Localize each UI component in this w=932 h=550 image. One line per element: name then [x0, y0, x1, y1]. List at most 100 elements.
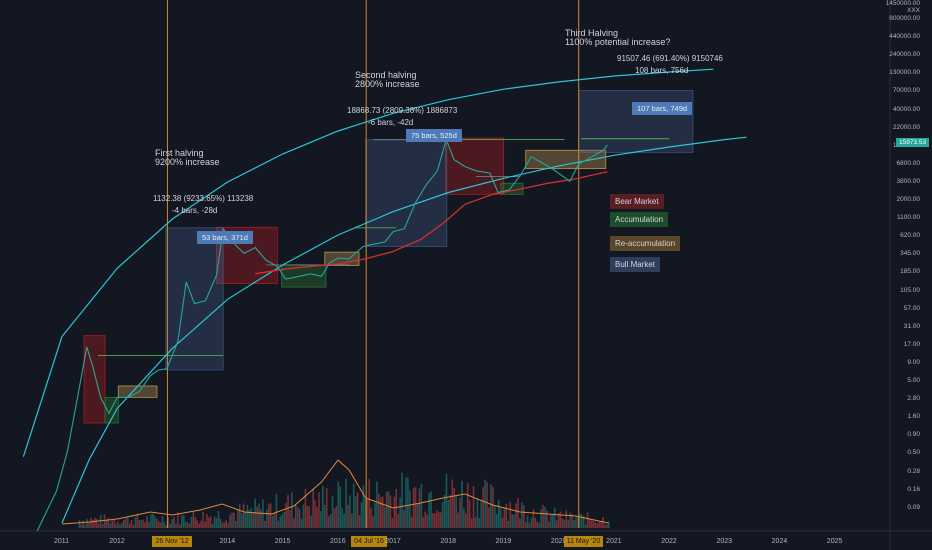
volume-bar [318, 492, 320, 528]
volume-bar [233, 512, 235, 528]
volume-bar [606, 524, 608, 528]
volume-bar [540, 509, 542, 528]
volume-bar [451, 479, 454, 528]
volume-bar [604, 524, 606, 528]
volume-bar [124, 518, 127, 528]
volume-bar [327, 516, 330, 528]
volume-bar [480, 500, 483, 528]
volume-bar [468, 500, 471, 528]
third-bars-label: 108 bars, 756d [635, 66, 689, 75]
y-tick-label: XXX [906, 7, 920, 14]
volume-bar [530, 517, 533, 528]
volume-bar [542, 504, 544, 528]
volume-bar [291, 492, 293, 528]
volume-bar [378, 493, 380, 528]
volume-bar [279, 516, 282, 528]
volume-bar [349, 495, 351, 528]
y-tick-label: 130000.00 [889, 69, 920, 77]
volume-bar [258, 503, 260, 528]
volume-bar [78, 520, 81, 528]
volume-bar [561, 518, 564, 528]
volume-bar [352, 483, 355, 528]
second-bars-label: -6 bars, -42d [368, 118, 414, 127]
bull-market-zone [578, 90, 694, 153]
volume-bar [594, 522, 597, 528]
bull-box-1-label: 53 bars, 371d [197, 231, 253, 244]
volume-bar [343, 513, 345, 528]
volume-bar [445, 473, 448, 528]
volume-bar [457, 512, 459, 528]
volume-bar [248, 510, 251, 528]
volume-bar [84, 524, 86, 528]
volume-bar [465, 513, 467, 528]
y-tick-label: 0.28 [907, 467, 920, 475]
volume-bar [492, 486, 494, 528]
y-tick-label: 105.00 [900, 286, 920, 294]
y-tick-label: 57.00 [903, 304, 920, 312]
volume-bar [493, 505, 496, 528]
x-tick-label: 2020 [550, 538, 567, 545]
bear-market-zone [83, 335, 106, 424]
volume-bar [323, 504, 326, 528]
y-tick-label: 345.00 [900, 250, 920, 258]
volume-bar [441, 502, 444, 528]
volume-bar [403, 509, 405, 528]
y-tick-label: 0.50 [907, 449, 920, 457]
volume-bar [426, 514, 428, 528]
volume-bar [434, 513, 436, 528]
volume-bar [153, 515, 156, 528]
volume-bar [437, 511, 440, 528]
volume-bar [526, 515, 529, 528]
x-tick-label: 2014 [219, 538, 236, 545]
volume-bar [600, 521, 602, 528]
volume-bar [173, 517, 175, 528]
volume-bar [186, 522, 189, 528]
volume-bar [151, 513, 154, 528]
volume-bar [515, 503, 517, 528]
x-tick-label: 11 May '20 [563, 536, 604, 547]
volume-bar [470, 518, 473, 528]
volume-bar [219, 519, 222, 528]
y-tick-label: 9.00 [907, 358, 920, 366]
volume-bar [551, 513, 554, 528]
volume-bar [484, 479, 486, 528]
volume-bar [432, 513, 434, 528]
volume-bar [391, 518, 394, 528]
volume-bar [107, 517, 110, 528]
volume-bar [209, 516, 212, 528]
volume-bar [536, 521, 539, 528]
volume-bar [281, 514, 284, 528]
volume-bar [364, 498, 367, 528]
x-tick-label: 2018 [440, 538, 457, 545]
volume-bar [88, 522, 90, 528]
volume-bar [528, 522, 531, 528]
volume-bar [229, 514, 231, 528]
volume-bar [331, 495, 334, 528]
volume-bar [399, 497, 401, 528]
volume-bar [553, 507, 556, 528]
volume-bar [134, 517, 137, 528]
volume-bar [424, 511, 427, 528]
volume-bar [265, 509, 268, 528]
volume-bar [179, 524, 181, 528]
volume-bar [401, 472, 403, 528]
volume-bar [376, 481, 378, 528]
volume-bar [213, 516, 216, 528]
reaccumulation-zone [525, 149, 607, 170]
volume-bar [478, 518, 481, 528]
volume-bar [362, 485, 365, 528]
volume-bar [246, 504, 249, 528]
volume-bar [101, 524, 104, 528]
volume-bar [602, 517, 604, 528]
volume-bar [171, 518, 173, 528]
volume-bar [231, 512, 233, 528]
volume-bar [194, 517, 197, 528]
volume-bar [555, 520, 558, 528]
y-tick-label: 0.16 [907, 485, 920, 493]
volume-bar [557, 513, 560, 528]
volume-bar [94, 517, 96, 528]
volume-bar [289, 510, 291, 528]
volume-bar [302, 504, 305, 528]
volume-bar [339, 486, 342, 528]
y-tick-label: 1450000.00 [885, 0, 920, 7]
